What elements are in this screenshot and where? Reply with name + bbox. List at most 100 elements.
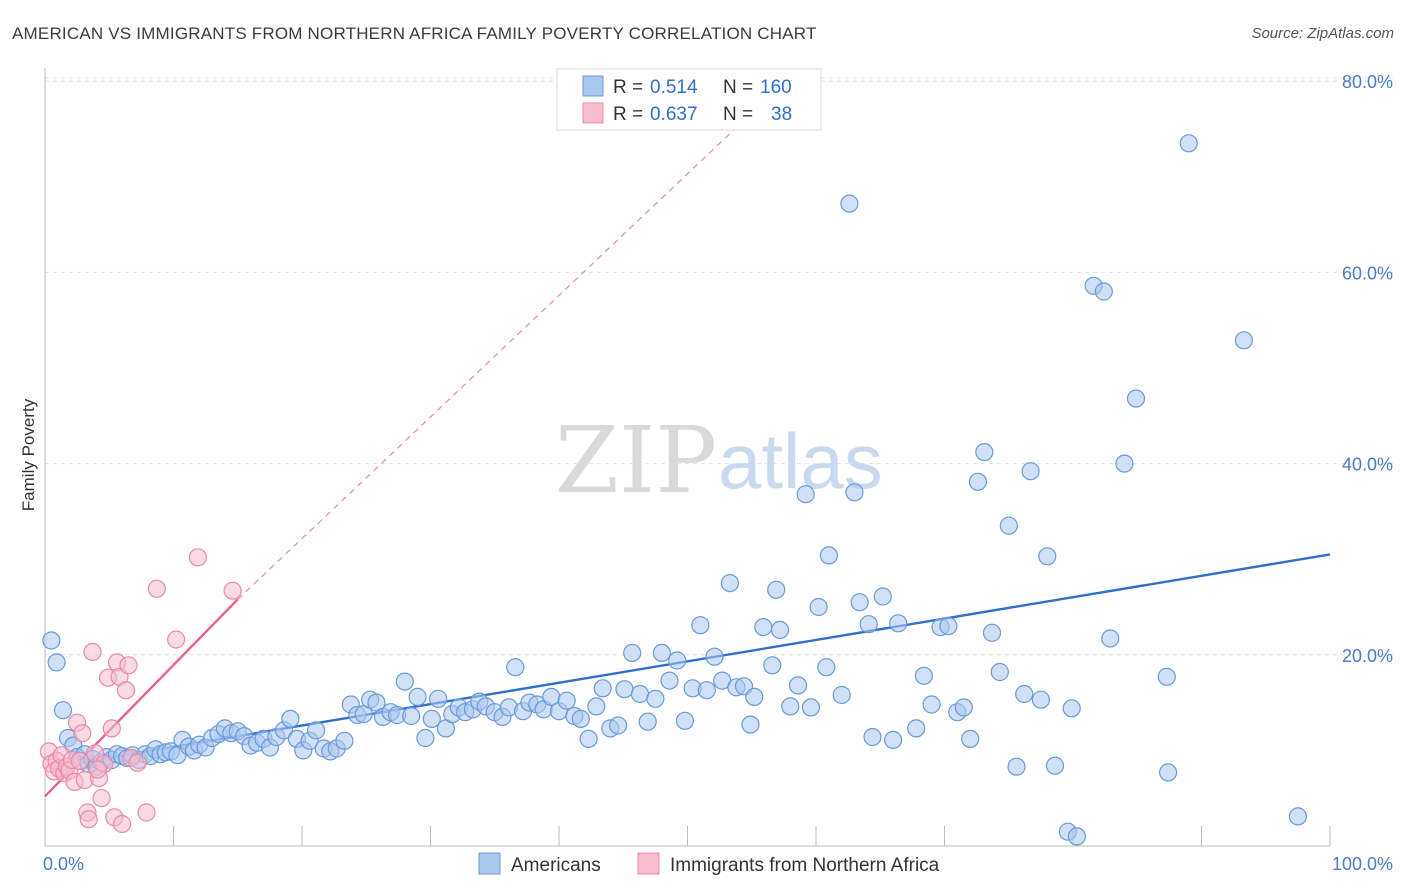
americans-point-61 xyxy=(402,706,421,726)
americans-point-122 xyxy=(840,194,859,213)
legend-r-label-americans: R = xyxy=(613,77,643,98)
americans-point-102 xyxy=(697,681,716,700)
americans-point-119 xyxy=(817,658,836,677)
americans-point-83 xyxy=(557,691,576,710)
americans-point-125 xyxy=(859,615,878,634)
y-tick-label-3: 80.0% xyxy=(1342,72,1393,92)
bottom-legend-swatch-americans xyxy=(478,852,501,875)
americans-point-137 xyxy=(961,729,980,749)
americans-point-146 xyxy=(1031,690,1051,709)
americans-point-94 xyxy=(638,712,657,731)
americans-point-117 xyxy=(801,698,821,717)
immigrants-point-20 xyxy=(92,789,111,808)
americans-point-134 xyxy=(939,616,958,636)
immigrants-point-17 xyxy=(83,642,102,662)
americans-point-110 xyxy=(754,617,773,637)
americans-point-63 xyxy=(416,728,435,748)
americans-point-105 xyxy=(720,573,740,593)
americans-point-150 xyxy=(1067,827,1087,846)
watermark-zip: ZIP xyxy=(555,407,717,514)
americans-point-76 xyxy=(506,658,525,677)
americans-point-60 xyxy=(395,672,414,691)
americans-point-118 xyxy=(809,597,828,617)
legend-n-label-americans: N = xyxy=(723,77,753,98)
immigrants-point-31 xyxy=(128,753,147,772)
americans-point-43 xyxy=(281,709,300,729)
americans-point-64 xyxy=(422,709,441,729)
americans-point-123 xyxy=(845,483,864,502)
immigrants-point-36 xyxy=(223,581,242,600)
americans-point-98 xyxy=(668,651,687,670)
americans-point-160 xyxy=(1234,331,1254,350)
americans-point-132 xyxy=(922,695,941,714)
americans-point-114 xyxy=(781,697,800,716)
immigrants-point-34 xyxy=(167,630,186,649)
americans-point-111 xyxy=(763,656,782,675)
americans-point-141 xyxy=(990,662,1009,682)
americans-point-126 xyxy=(863,727,882,747)
americans-point-145 xyxy=(1021,462,1040,481)
americans-point-96 xyxy=(652,643,671,663)
x-tick-label-0: 0.0% xyxy=(43,854,84,874)
immigrants-point-23 xyxy=(102,719,121,738)
immigrants-point-12 xyxy=(70,751,89,771)
bottom-legend-swatch-immigrants xyxy=(637,852,660,875)
americans-point-101 xyxy=(691,616,710,635)
americans-point-156 xyxy=(1126,389,1146,408)
chart-title: AMERICAN VS IMMIGRANTS FROM NORTHERN AFR… xyxy=(12,24,817,43)
americans-point-153 xyxy=(1094,282,1113,301)
y-tick-label-2: 60.0% xyxy=(1342,263,1393,283)
americans-point-143 xyxy=(1007,757,1026,776)
americans-point-161 xyxy=(1288,807,1308,826)
americans-point-47 xyxy=(307,721,326,740)
legend-r-value-americans: 0.514 xyxy=(650,77,698,98)
americans-point-138 xyxy=(968,472,988,491)
americans-point-91 xyxy=(615,680,634,699)
americans-point-120 xyxy=(819,546,839,565)
americans-point-90 xyxy=(608,716,628,735)
immigrants-trend-extension xyxy=(237,124,740,600)
americans-point-139 xyxy=(975,443,994,462)
legend-n-label-immigrants: N = xyxy=(723,104,753,125)
x-tick-labels: 0.0% 100.0% xyxy=(43,854,1393,874)
americans-point-0 xyxy=(42,631,61,650)
americans-point-127 xyxy=(873,587,892,606)
legend-swatch-americans xyxy=(582,75,604,97)
legend-n-value-immigrants: 38 xyxy=(771,104,792,125)
y-tick-label-1: 40.0% xyxy=(1342,455,1393,475)
immigrants-points xyxy=(39,548,242,834)
immigrants-point-28 xyxy=(116,681,136,700)
americans-point-112 xyxy=(767,580,786,599)
americans-point-159 xyxy=(1179,134,1198,153)
americans-point-88 xyxy=(593,679,612,698)
americans-point-129 xyxy=(889,614,908,633)
y-tick-label-0: 20.0% xyxy=(1342,646,1393,666)
immigrants-point-32 xyxy=(137,803,156,822)
americans-point-97 xyxy=(660,671,679,690)
americans-point-2 xyxy=(53,701,73,720)
axes xyxy=(44,68,1331,847)
americans-point-142 xyxy=(999,516,1018,535)
americans-point-115 xyxy=(788,676,808,695)
bottom-legend-americans: Americans xyxy=(511,855,601,876)
legend-r-value-immigrants: 0.637 xyxy=(650,104,698,125)
americans-point-147 xyxy=(1038,547,1057,566)
immigrants-point-27 xyxy=(112,814,132,834)
americans-point-131 xyxy=(914,666,934,685)
immigrants-point-37 xyxy=(88,760,107,779)
americans-point-157 xyxy=(1157,667,1176,686)
americans-point-116 xyxy=(796,485,815,504)
americans-point-109 xyxy=(745,687,764,707)
legend-swatch-immigrants xyxy=(582,102,604,124)
grid-lines xyxy=(45,77,1395,656)
americans-point-93 xyxy=(630,684,650,704)
americans-point-1 xyxy=(47,653,66,672)
bottom-legend: Americans Immigrants from Northern Afric… xyxy=(478,852,940,876)
legend-box: R = 0.514 N = 160 R = 0.637 N = 38 xyxy=(556,68,822,131)
americans-point-87 xyxy=(587,697,606,716)
americans-point-158 xyxy=(1158,763,1178,782)
x-tick-label-1: 100.0% xyxy=(1332,854,1393,874)
immigrants-point-35 xyxy=(188,548,207,567)
chart-source: Source: ZipAtlas.com xyxy=(1251,25,1394,42)
y-tick-labels: 20.0% 40.0% 60.0% 80.0% xyxy=(1342,72,1393,666)
